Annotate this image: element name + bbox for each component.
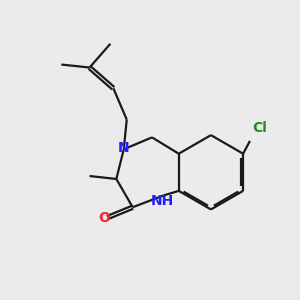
Text: Cl: Cl <box>252 122 267 136</box>
Text: N: N <box>118 141 130 155</box>
Text: NH: NH <box>151 194 174 208</box>
Text: O: O <box>98 211 110 225</box>
